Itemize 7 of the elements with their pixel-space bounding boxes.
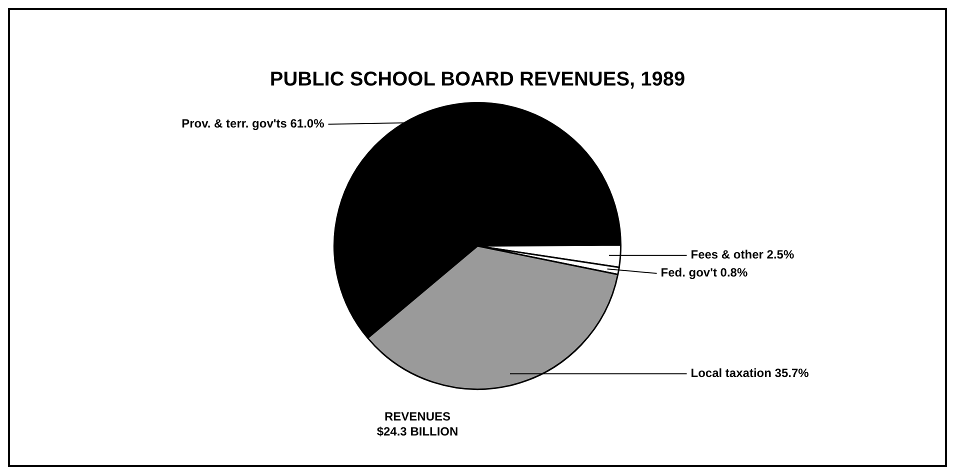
chart-title: PUBLIC SCHOOL BOARD REVENUES, 1989: [270, 68, 686, 91]
slice-label: Prov. & terr. gov'ts 61.0%: [182, 116, 325, 131]
slice-label: Local taxation 35.7%: [690, 366, 810, 380]
slice-label: Fees & other 2.5%: [690, 248, 794, 262]
slice-label: Fed. gov't 0.8%: [660, 266, 748, 280]
text: $24.3 BILLION: [376, 424, 458, 439]
text: REVENUES: [384, 410, 451, 424]
